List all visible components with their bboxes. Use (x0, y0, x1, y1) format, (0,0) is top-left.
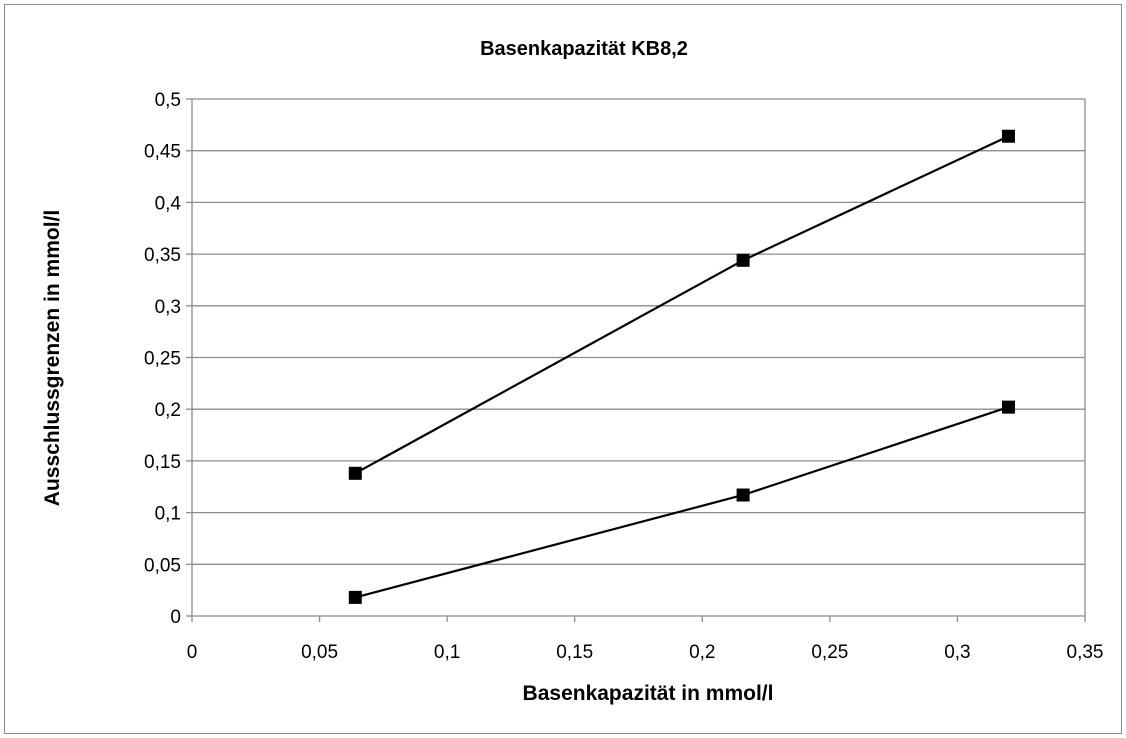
data-point (736, 253, 750, 267)
chart-area (4, 4, 1122, 734)
y-axis-title: Ausschlussgrenzen in mmol/l (41, 210, 64, 506)
gridlines (192, 98, 1085, 565)
y-tick-label: 0,1 (155, 504, 181, 525)
y-tick-label: 0 (170, 607, 181, 628)
data-point (348, 590, 362, 604)
y-tick-label: 0,2 (155, 400, 181, 421)
y-tick-label: 0,15 (144, 452, 181, 473)
series (348, 129, 1015, 604)
x-tick-label: 0 (187, 642, 198, 663)
x-tick-label: 0,15 (556, 642, 593, 663)
x-tick-label: 0,35 (1067, 642, 1104, 663)
x-tick-label: 0,05 (301, 642, 338, 663)
y-tick-label: 0,25 (144, 349, 181, 370)
y-tick-label: 0,45 (144, 142, 181, 163)
chart-title: Basenkapazität KB8,2 (480, 38, 688, 60)
x-tick-labels: 0 0,05 0,1 0,15 0,2 0,25 0,3 0,35 (187, 642, 1104, 663)
y-tick-labels: 0 0,05 0,1 0,15 0,2 0,25 0,3 0,35 0,4 0,45 0,5 (144, 90, 181, 628)
x-tick-label: 0,25 (811, 642, 848, 663)
series-1 (348, 129, 1015, 480)
x-tick-label: 0,3 (944, 642, 970, 663)
series-line (355, 406, 1009, 599)
y-tick-label: 0,3 (155, 297, 181, 318)
series-2 (348, 400, 1015, 604)
y-tick-label: 0,5 (155, 90, 181, 111)
data-point (736, 488, 750, 502)
series-line (354, 135, 1009, 475)
axes (186, 98, 1086, 622)
x-tick-label: 0,2 (689, 642, 715, 663)
y-tick-label: 0,4 (155, 193, 182, 214)
data-point (1001, 129, 1015, 143)
data-point (1001, 400, 1015, 414)
y-tick-label: 0,35 (144, 245, 181, 266)
x-tick-label: 0,1 (434, 642, 460, 663)
data-point (348, 466, 362, 480)
x-axis-title: Basenkapazität in mmol/l (523, 682, 774, 705)
y-tick-label: 0,05 (144, 555, 181, 576)
